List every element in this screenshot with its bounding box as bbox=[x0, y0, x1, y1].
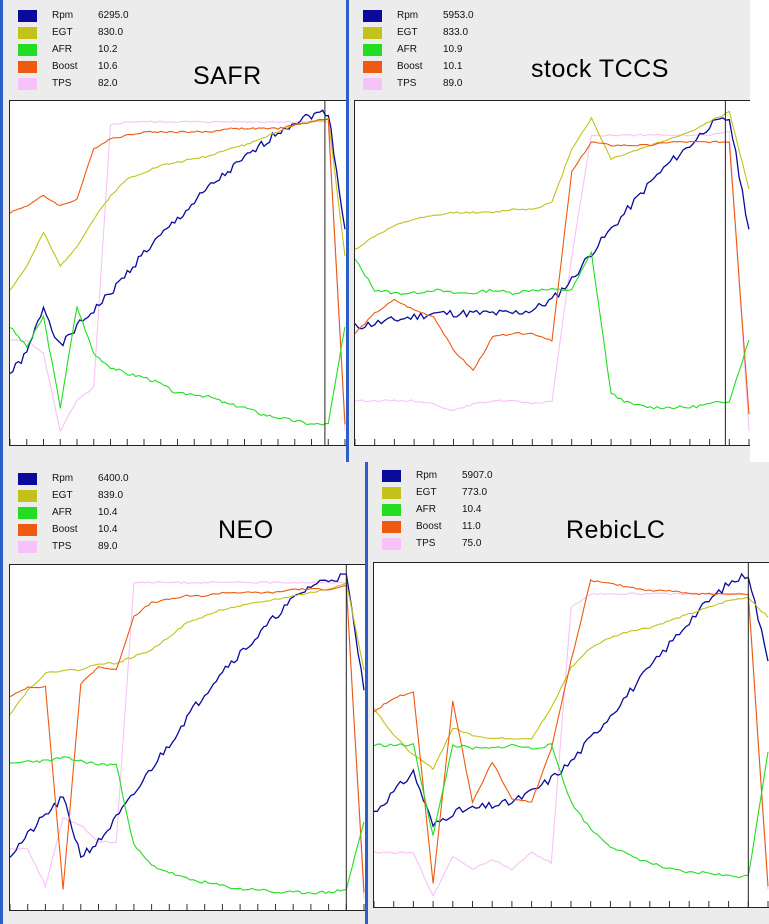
legend-value: 6295.0 bbox=[98, 10, 129, 21]
legend-swatch bbox=[363, 10, 382, 22]
series-line-egt bbox=[10, 118, 346, 291]
legend-value: 89.0 bbox=[443, 78, 463, 89]
legend-label: Boost bbox=[397, 61, 423, 72]
series-line-egt bbox=[10, 582, 365, 715]
chart-title: NEO bbox=[218, 516, 274, 544]
chart-title: SAFR bbox=[193, 62, 262, 90]
legend-label: Boost bbox=[52, 524, 78, 535]
legend-value: 6400.0 bbox=[98, 473, 129, 484]
legend-label: Boost bbox=[416, 521, 442, 532]
legend-value: 75.0 bbox=[462, 538, 482, 549]
legend-value: 10.6 bbox=[98, 61, 118, 72]
series-line-rpm bbox=[10, 573, 365, 859]
series-line-boost bbox=[10, 584, 365, 893]
legend-label: Rpm bbox=[52, 473, 74, 484]
legend-swatch bbox=[18, 490, 37, 502]
legend-swatch bbox=[363, 78, 382, 90]
legend-value: 839.0 bbox=[98, 490, 124, 501]
panel-divider-bottom-middle bbox=[365, 462, 368, 924]
legend-value: 773.0 bbox=[462, 487, 488, 498]
legend-label: EGT bbox=[52, 490, 73, 501]
series-line-boost bbox=[10, 118, 346, 425]
legend-value: 10.9 bbox=[443, 44, 463, 55]
plot-area bbox=[9, 564, 365, 911]
legend-label: AFR bbox=[416, 504, 436, 515]
series-line-tps bbox=[10, 581, 365, 900]
legend-swatch bbox=[382, 487, 401, 499]
legend-value: 10.4 bbox=[98, 524, 118, 535]
legend-label: AFR bbox=[52, 44, 72, 55]
legend-value: 830.0 bbox=[98, 27, 124, 38]
series-line-boost bbox=[374, 579, 769, 887]
series-line-rpm bbox=[355, 117, 750, 330]
chart-panel-rebiclc: Rpm 5907.0 EGT 773.0 AFR 10.4 Boost 11.0 TPS 75.0… bbox=[368, 462, 769, 924]
legend-swatch bbox=[18, 473, 37, 485]
legend-swatch bbox=[382, 521, 401, 533]
series-line-egt bbox=[374, 596, 769, 771]
legend-value: 5953.0 bbox=[443, 10, 474, 21]
series-line-tps bbox=[10, 120, 346, 433]
panel-divider-top-middle bbox=[346, 0, 349, 462]
legend-value: 89.0 bbox=[98, 541, 118, 552]
series-line-afr bbox=[10, 756, 365, 895]
line-chart-svg bbox=[374, 563, 769, 907]
legend-swatch bbox=[363, 61, 382, 73]
legend-label: AFR bbox=[52, 507, 72, 518]
legend-label: EGT bbox=[52, 27, 73, 38]
chart-panel-stock-tccs: Rpm 5953.0 EGT 833.0 AFR 10.9 Boost 10.1 TPS 89.0… bbox=[349, 0, 750, 462]
chart-title: RebicLC bbox=[566, 516, 666, 544]
series-line-boost bbox=[355, 140, 750, 415]
legend-value: 82.0 bbox=[98, 78, 118, 89]
legend-value: 11.0 bbox=[462, 521, 481, 532]
legend-value: 10.1 bbox=[443, 61, 463, 72]
series-line-tps bbox=[355, 130, 750, 431]
legend-swatch bbox=[382, 470, 401, 482]
legend-label: Rpm bbox=[52, 10, 74, 21]
legend-label: TPS bbox=[52, 541, 72, 552]
line-chart-svg bbox=[10, 565, 365, 910]
chart-panel-safr: Rpm 6295.0 EGT 830.0 AFR 10.2 Boost 10.6 TPS 82.0… bbox=[3, 0, 346, 462]
series-line-tps bbox=[374, 592, 769, 898]
legend-label: AFR bbox=[397, 44, 417, 55]
series-line-rpm bbox=[10, 109, 346, 374]
series-line-afr bbox=[10, 304, 346, 426]
legend-swatch bbox=[363, 44, 382, 56]
legend-value: 833.0 bbox=[443, 27, 469, 38]
legend-swatch bbox=[18, 44, 37, 56]
legend-label: EGT bbox=[397, 27, 418, 38]
chart-panel-neo: Rpm 6400.0 EGT 839.0 AFR 10.4 Boost 10.4 TPS 89.0… bbox=[3, 462, 365, 924]
legend-swatch bbox=[18, 507, 37, 519]
series-line-afr bbox=[374, 742, 769, 879]
legend-value: 10.2 bbox=[98, 44, 118, 55]
plot-area bbox=[354, 100, 750, 446]
line-chart-svg bbox=[355, 101, 750, 445]
legend-label: TPS bbox=[397, 78, 417, 89]
legend-swatch bbox=[382, 504, 401, 516]
legend-value: 10.4 bbox=[462, 504, 482, 515]
panel-divider-left bbox=[0, 0, 3, 924]
legend-swatch bbox=[18, 524, 37, 536]
legend-label: TPS bbox=[416, 538, 436, 549]
legend-label: Rpm bbox=[416, 470, 438, 481]
legend-swatch bbox=[382, 538, 401, 550]
plot-area bbox=[373, 562, 769, 908]
plot-area bbox=[9, 100, 346, 446]
legend-label: TPS bbox=[52, 78, 72, 89]
legend-swatch bbox=[18, 541, 37, 553]
legend-label: EGT bbox=[416, 487, 437, 498]
legend-swatch bbox=[18, 27, 37, 39]
legend-swatch bbox=[18, 10, 37, 22]
series-line-afr bbox=[355, 250, 750, 410]
chart-title: stock TCCS bbox=[531, 55, 669, 83]
legend-value: 5907.0 bbox=[462, 470, 493, 481]
legend-swatch bbox=[363, 27, 382, 39]
legend-swatch bbox=[18, 78, 37, 90]
line-chart-svg bbox=[10, 101, 346, 445]
legend-label: Rpm bbox=[397, 10, 419, 21]
legend-value: 10.4 bbox=[98, 507, 118, 518]
legend-label: Boost bbox=[52, 61, 78, 72]
legend-swatch bbox=[18, 61, 37, 73]
series-line-egt bbox=[355, 110, 750, 250]
